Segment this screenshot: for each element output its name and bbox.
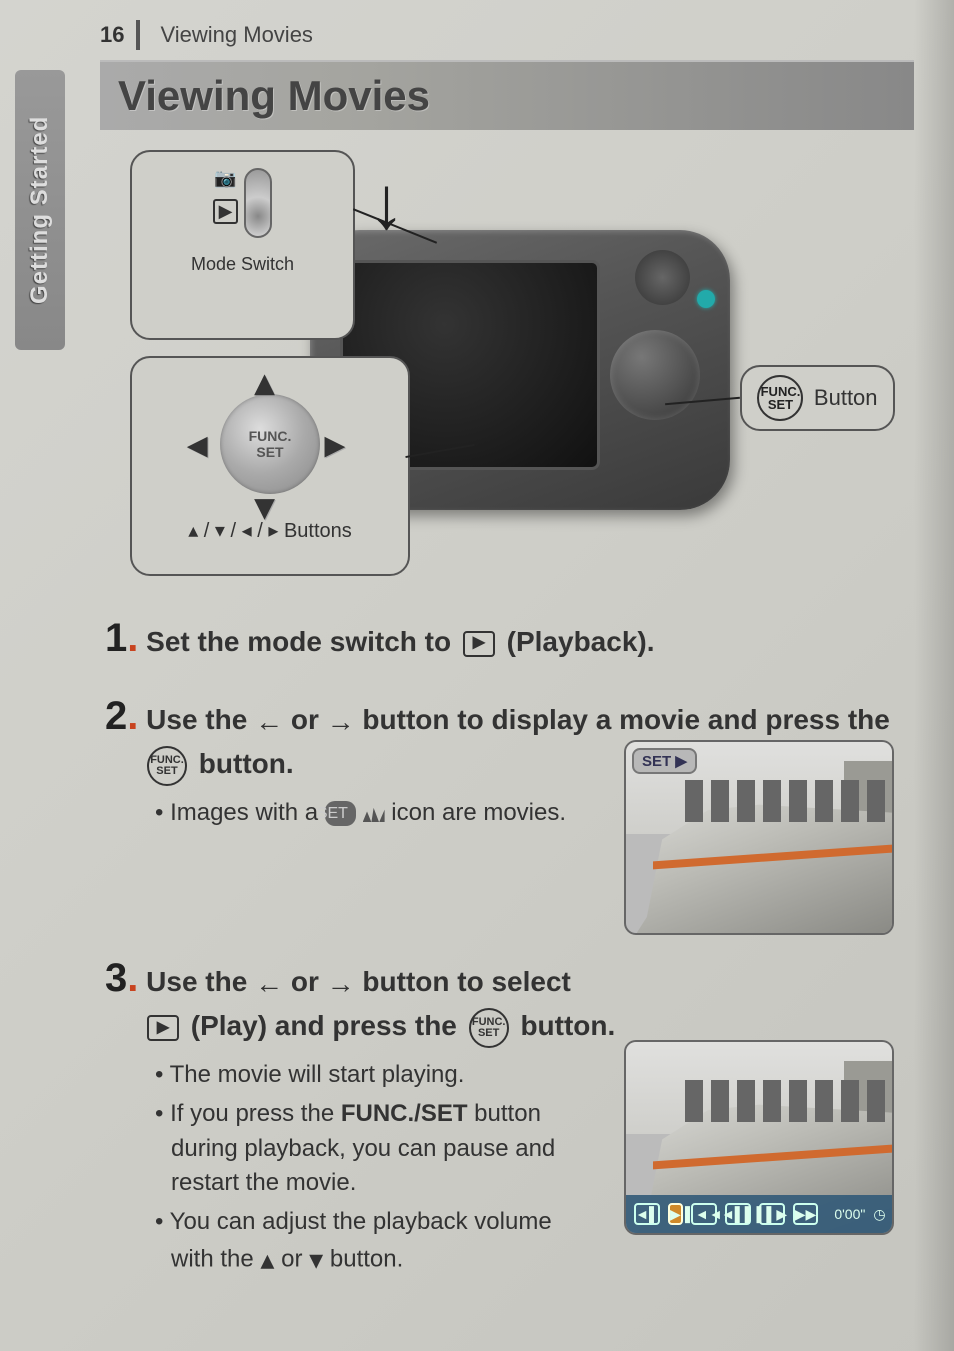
play-box-icon: ▶	[147, 1015, 179, 1041]
left-arrow-icon: ←	[255, 706, 283, 737]
page-number: 16	[100, 20, 140, 50]
section-tab: Getting Started	[15, 70, 65, 350]
camera-top-button	[635, 250, 690, 305]
set-badge-icon: SET	[325, 801, 356, 826]
next-button-icon: ▶▶	[793, 1203, 819, 1225]
set-overlay-badge: SET ▶	[632, 748, 697, 774]
direction-pad-callout: FUNC.SET ▴ ▾ ◂ ▸ ▴ / ▾ / ◂ / ▸ Buttons	[130, 356, 410, 576]
exit-button-icon: ◄▌	[634, 1203, 660, 1225]
mode-switch-slider	[244, 168, 272, 238]
down-arrow-icon: ▾	[309, 1244, 323, 1275]
camera-icon: 📷	[214, 168, 236, 189]
step-1: 1. Set the mode switch to ▶ (Playback).	[105, 610, 894, 666]
movie-clip-icon	[363, 804, 385, 822]
elapsed-time: 0'00"	[834, 1206, 865, 1222]
camera-led	[697, 290, 715, 308]
playback-control-bar: ◄▌ ▶ ▌◄◄ ◄▌▌ ▌▌▶ ▶▶ 0'00" ◷ 19:43	[626, 1195, 892, 1233]
running-head-text: Viewing Movies	[160, 22, 312, 48]
prev-button-icon: ▌◄◄	[691, 1203, 717, 1225]
camera-diagram: 📷 ▶ Mode Switch ↓ FUNC.SET ▴ ▾ ◂ ▸ ▴ / ▾…	[120, 150, 900, 595]
func-set-icon: FUNC.SET	[757, 375, 803, 421]
play-button-icon: ▶	[668, 1203, 683, 1225]
running-head: 16 Viewing Movies	[100, 20, 313, 50]
down-arrow-icon: ▾	[255, 484, 274, 529]
mode-switch-callout: 📷 ▶ Mode Switch	[130, 150, 355, 340]
func-button-callout: FUNC.SET Button	[740, 365, 895, 431]
direction-pad-icon: FUNC.SET ▴ ▾ ◂ ▸	[200, 374, 340, 514]
left-arrow-icon: ◂	[188, 422, 207, 467]
up-arrow-icon: ▴	[255, 360, 274, 405]
right-arrow-icon: →	[327, 706, 355, 737]
camera-func-pad	[610, 330, 700, 420]
step-3-bullet: You can adjust the playback volume with …	[155, 1205, 585, 1280]
example-screenshot-2: ◄▌ ▶ ▌◄◄ ◄▌▌ ▌▌▶ ▶▶ 0'00" ◷ 19:43	[624, 1040, 894, 1235]
func-set-icon: FUNC.SET	[147, 746, 187, 786]
title-bar: Viewing Movies	[100, 60, 914, 130]
arrow-down-icon: ↓	[368, 160, 405, 245]
play-icon: ▶	[213, 199, 239, 224]
clock-icon: ◷	[873, 1206, 885, 1223]
step-3-bullet: If you press the FUNC./SET button during…	[155, 1097, 585, 1201]
page-title: Viewing Movies	[118, 72, 430, 120]
left-arrow-icon: ←	[255, 968, 283, 999]
frame-fwd-icon: ▌▌▶	[759, 1203, 785, 1225]
frame-back-icon: ◄▌▌	[725, 1203, 751, 1225]
step-3-bullet: The movie will start playing.	[155, 1058, 585, 1093]
func-button-label: Button	[814, 385, 878, 411]
manual-page: Getting Started 16 Viewing Movies Viewin…	[0, 0, 954, 1351]
func-set-ring: FUNC.SET	[220, 394, 320, 494]
func-set-icon: FUNC.SET	[469, 1008, 509, 1048]
playback-icon: ▶	[463, 631, 495, 657]
mode-switch-label: Mode Switch	[146, 254, 339, 275]
up-arrow-icon: ▴	[260, 1244, 274, 1275]
right-arrow-icon: →	[327, 968, 355, 999]
example-screenshot-1: SET ▶	[624, 740, 894, 935]
right-arrow-icon: ▸	[325, 422, 344, 467]
page-edge-shadow	[914, 0, 954, 1351]
